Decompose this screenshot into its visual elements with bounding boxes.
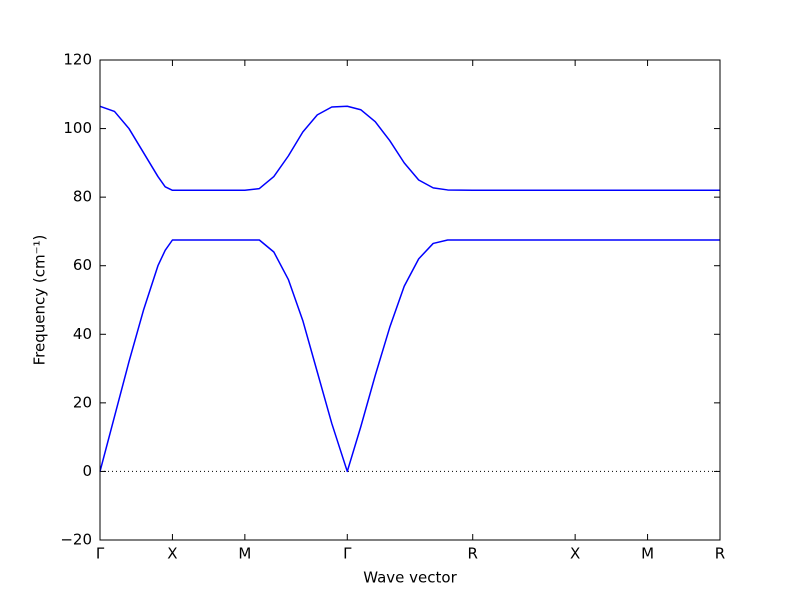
x-tick-label: Γ — [96, 545, 105, 563]
y-tick-label: 100 — [63, 119, 92, 137]
y-tick-label: 60 — [73, 256, 92, 274]
x-tick-label: R — [468, 545, 478, 563]
y-tick-label: 40 — [73, 325, 92, 343]
plot-frame — [99, 59, 721, 541]
y-tick-label: 80 — [73, 188, 92, 206]
x-tick-label: M — [641, 545, 654, 563]
y-tick-label: 0 — [82, 462, 92, 480]
x-axis-label: Wave vector — [363, 569, 457, 587]
x-tick-label: X — [167, 545, 177, 563]
y-tick-label: 20 — [73, 393, 92, 411]
band-line — [99, 239, 720, 473]
y-axis-label: Frequency (cm⁻¹) — [31, 235, 49, 366]
x-tick-label: R — [715, 545, 725, 563]
x-tick-label: Γ — [343, 545, 352, 563]
y-tick-label: 120 — [63, 51, 92, 69]
y-tick-label: −20 — [60, 531, 92, 549]
band-line — [99, 105, 720, 192]
x-tick-label: X — [570, 545, 580, 563]
x-tick-label: M — [238, 545, 251, 563]
